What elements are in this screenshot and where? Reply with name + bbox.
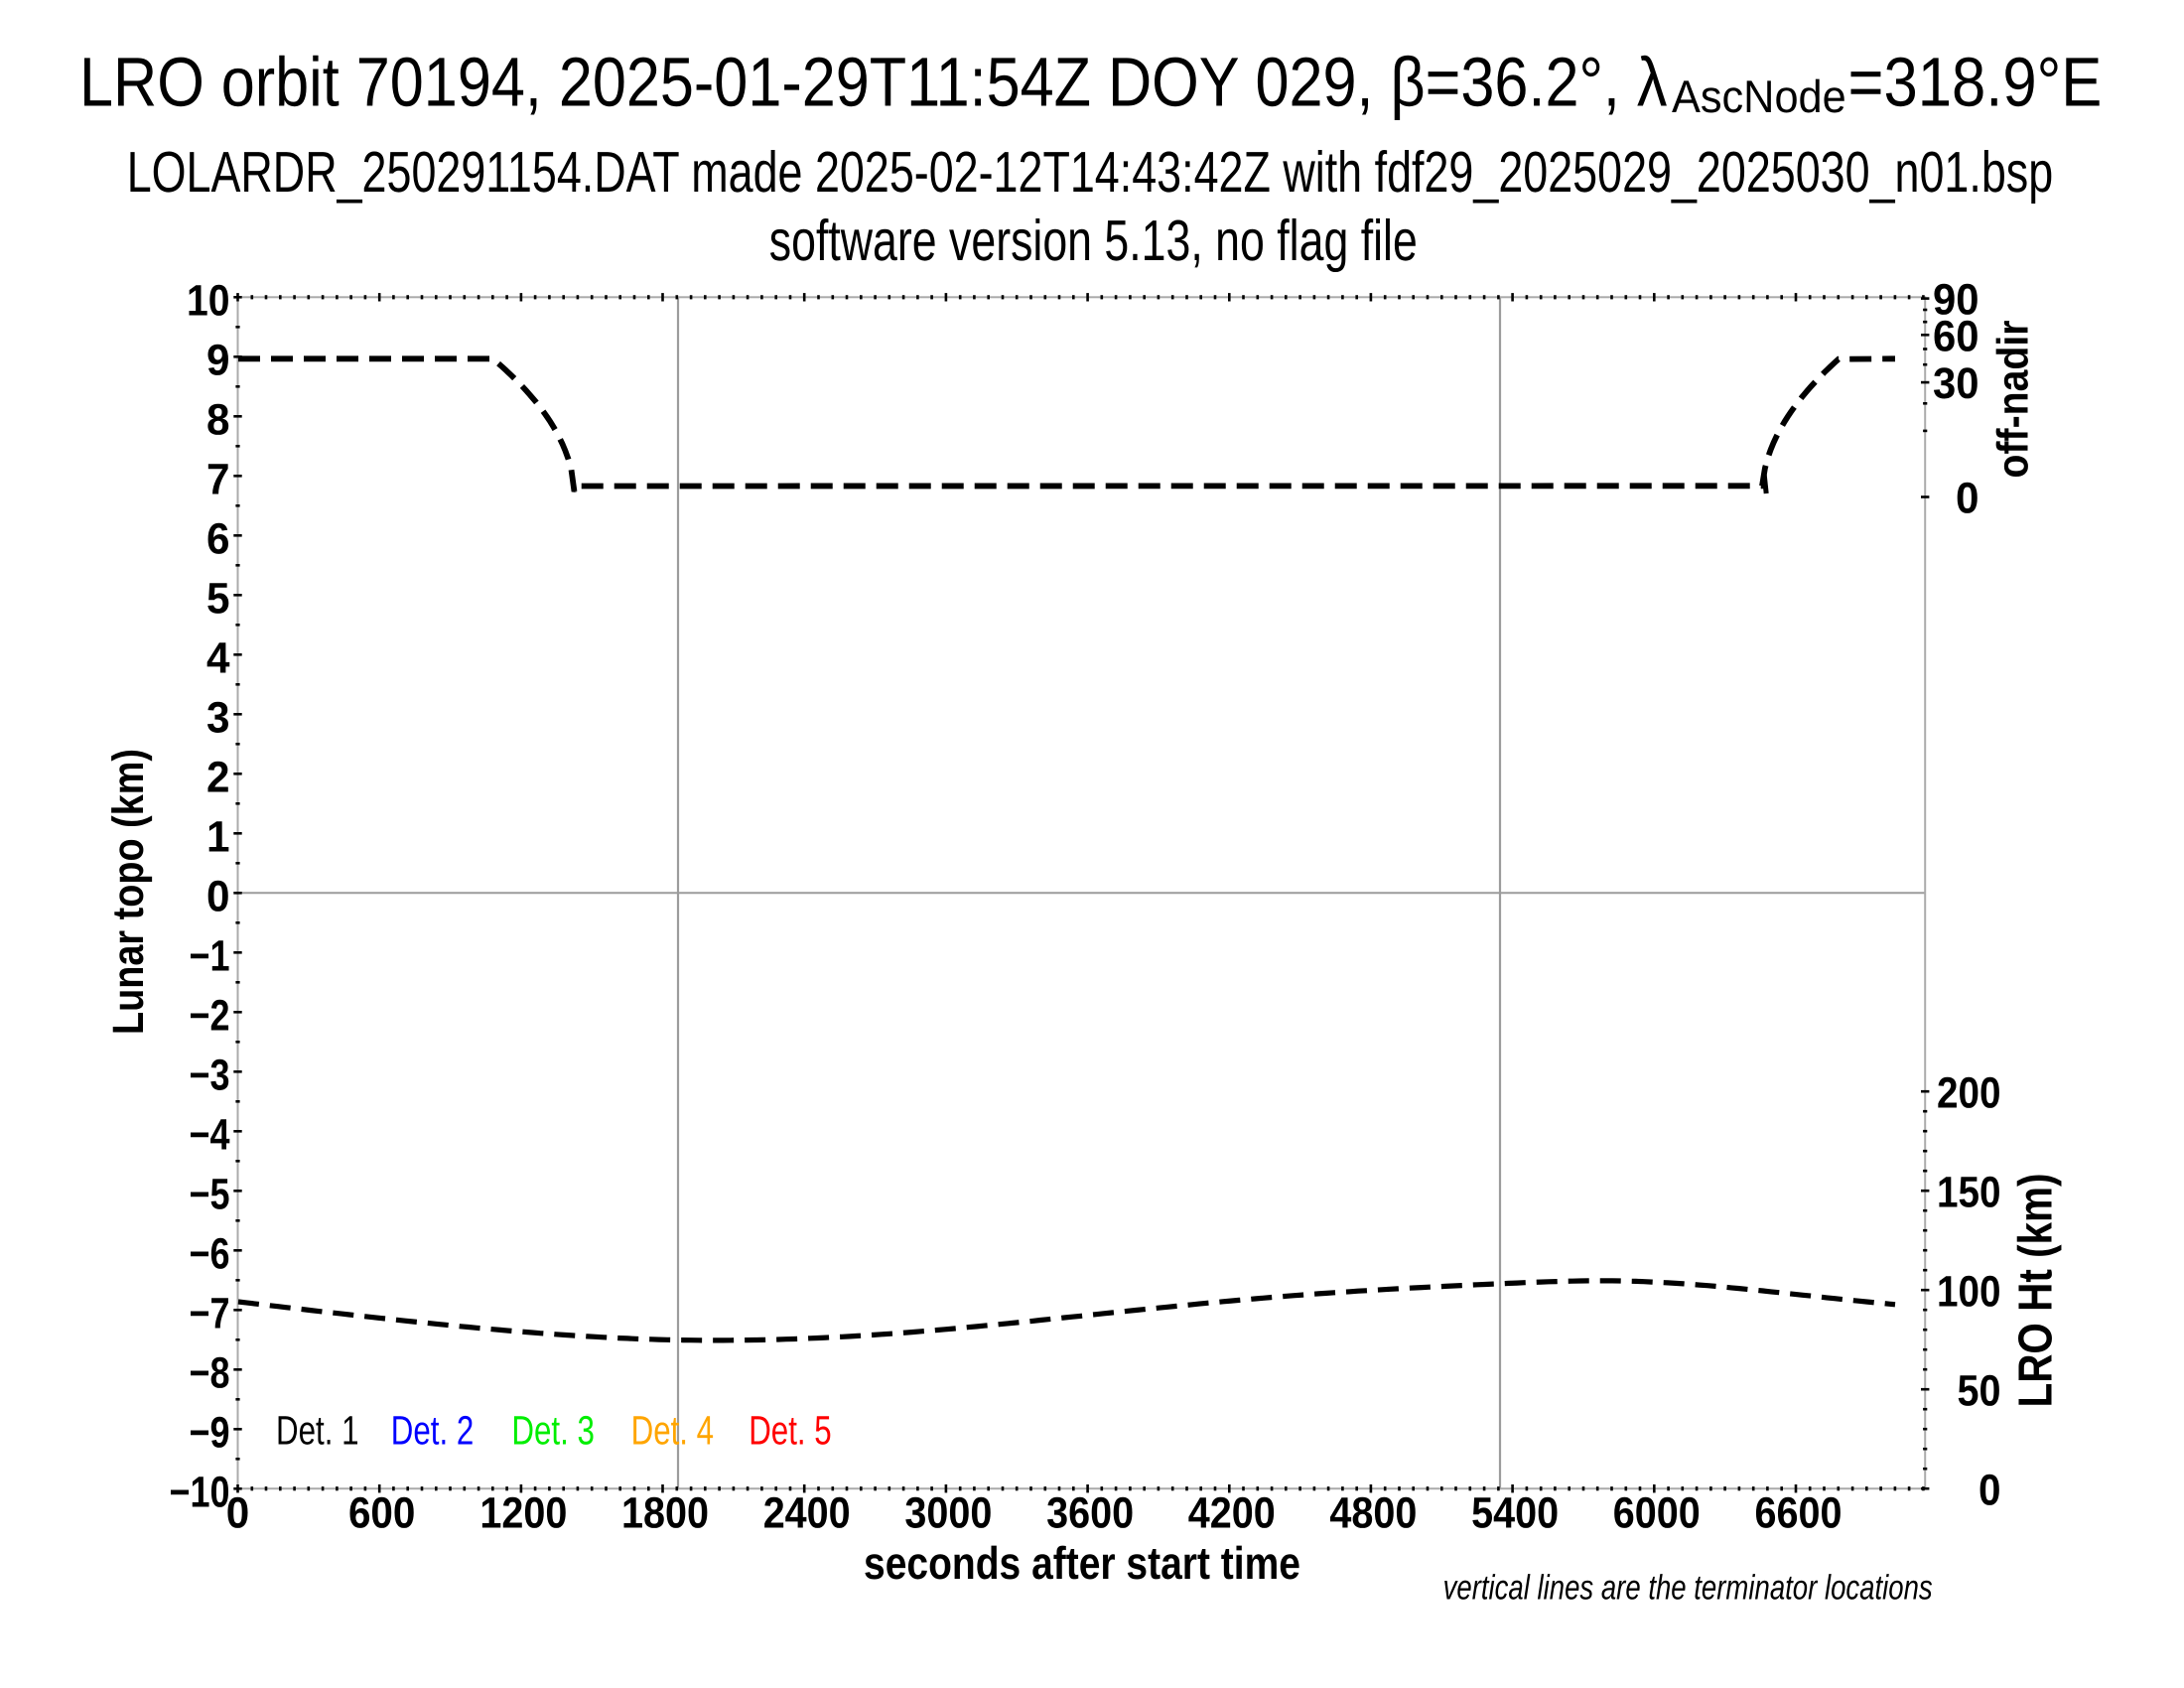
svg-text:2400: 2400: [763, 1489, 851, 1538]
svg-text:4: 4: [206, 633, 230, 682]
svg-text:0: 0: [1956, 475, 1979, 523]
svg-text:Lunar topo (km): Lunar topo (km): [104, 749, 153, 1035]
svg-text:1: 1: [206, 812, 230, 861]
svg-text:0: 0: [226, 1489, 250, 1538]
svg-text:0: 0: [1979, 1466, 2001, 1514]
svg-text:Det. 4: Det. 4: [631, 1408, 715, 1454]
svg-text:−9: −9: [190, 1408, 230, 1457]
svg-text:4800: 4800: [1329, 1489, 1417, 1538]
svg-text:Det. 1: Det. 1: [276, 1408, 359, 1454]
svg-text:LRO orbit 70194, 2025-01-29T11: LRO orbit 70194, 2025-01-29T11:54Z DOY 0…: [79, 44, 1668, 121]
svg-text:60: 60: [1933, 312, 1979, 360]
svg-text:0: 0: [206, 872, 230, 920]
svg-text:90: 90: [1933, 276, 1979, 325]
svg-text:600: 600: [348, 1489, 416, 1538]
svg-text:100: 100: [1937, 1267, 2001, 1316]
svg-text:=318.9°E: =318.9°E: [1848, 44, 2103, 121]
svg-text:Det. 2: Det. 2: [391, 1408, 475, 1454]
svg-text:2: 2: [206, 753, 230, 801]
svg-text:5400: 5400: [1471, 1489, 1559, 1538]
svg-text:4200: 4200: [1188, 1489, 1276, 1538]
svg-text:−10: −10: [170, 1468, 230, 1516]
svg-text:−4: −4: [190, 1110, 230, 1159]
svg-text:7: 7: [206, 455, 230, 503]
svg-text:1800: 1800: [621, 1489, 709, 1538]
svg-text:AscNode: AscNode: [1672, 70, 1846, 122]
svg-text:off-nadir: off-nadir: [1989, 321, 2038, 479]
svg-text:3600: 3600: [1046, 1489, 1134, 1538]
svg-text:LRO Ht (km): LRO Ht (km): [2010, 1174, 2063, 1408]
svg-text:−2: −2: [190, 991, 230, 1040]
svg-text:150: 150: [1937, 1168, 2001, 1216]
svg-text:10: 10: [187, 276, 230, 325]
svg-text:9: 9: [206, 336, 230, 384]
svg-text:−7: −7: [190, 1289, 230, 1337]
svg-text:Det. 3: Det. 3: [511, 1408, 595, 1454]
svg-text:30: 30: [1933, 359, 1979, 408]
svg-text:−3: −3: [190, 1051, 230, 1099]
svg-text:1200: 1200: [479, 1489, 567, 1538]
svg-text:5: 5: [206, 574, 230, 623]
svg-text:3: 3: [206, 693, 230, 742]
svg-text:−6: −6: [190, 1229, 230, 1278]
svg-text:−1: −1: [190, 931, 230, 980]
svg-text:−5: −5: [190, 1170, 230, 1218]
svg-text:−8: −8: [190, 1348, 230, 1397]
svg-text:LOLARDR_250291154.DAT made 202: LOLARDR_250291154.DAT made 2025-02-12T14…: [127, 140, 2054, 205]
svg-text:200: 200: [1937, 1068, 2001, 1117]
svg-text:6600: 6600: [1755, 1489, 1843, 1538]
svg-text:software version 5.13, no flag: software version 5.13, no flag file: [769, 209, 1418, 273]
svg-text:6: 6: [206, 514, 230, 563]
svg-text:3000: 3000: [904, 1489, 992, 1538]
svg-text:seconds after start time: seconds after start time: [864, 1537, 1300, 1589]
svg-text:Det. 5: Det. 5: [749, 1408, 832, 1454]
svg-text:vertical lines are the termina: vertical lines are the terminator locati…: [1443, 1569, 1933, 1608]
svg-text:50: 50: [1958, 1366, 2001, 1415]
svg-text:8: 8: [206, 395, 230, 444]
svg-text:6000: 6000: [1613, 1489, 1701, 1538]
